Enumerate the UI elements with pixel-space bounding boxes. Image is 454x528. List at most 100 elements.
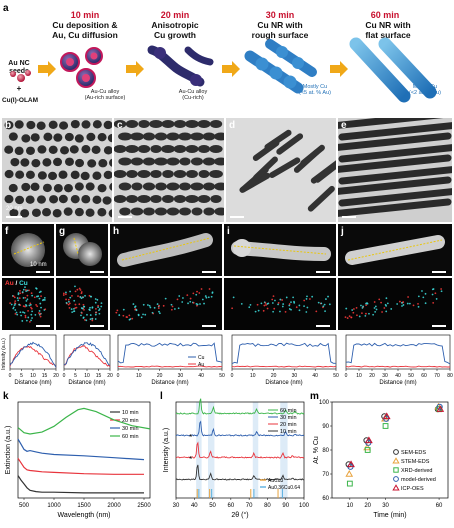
au-signal: [157, 307, 160, 310]
nanoparticle: [14, 120, 24, 129]
k-legend-label: 60 min: [122, 434, 139, 440]
nanorod: [269, 157, 301, 179]
profile-tick-label: 0: [117, 373, 120, 379]
reagent-label: Cu(I)-OLAM: [1, 97, 39, 104]
m-point: [345, 469, 354, 477]
cu-signal: [260, 302, 263, 305]
haadf-rod-i: [231, 239, 331, 261]
nanoparticle: [25, 146, 35, 155]
cu-signal: [345, 307, 348, 310]
cu-signal: [100, 305, 103, 308]
cu-signal: [385, 310, 388, 313]
nanorod: [338, 154, 452, 173]
k-series-line: [17, 438, 145, 461]
profile-tick-label: 10: [84, 373, 90, 379]
nanoparticle: [81, 195, 91, 204]
eds-legend: Au / Cu: [5, 280, 28, 287]
scale-bar-b: [6, 216, 22, 218]
m-xtick-label: 20: [364, 503, 371, 509]
cu-signal: [204, 295, 207, 297]
profile-tick-label: 20: [271, 373, 277, 379]
cu-signal: [362, 305, 364, 308]
k-frame: [17, 401, 151, 499]
cu-signal: [24, 286, 26, 289]
au-signal: [273, 307, 276, 310]
cu-signal: [17, 299, 20, 302]
au-signal: [29, 302, 32, 305]
cu-signal: [408, 302, 411, 305]
au-signal: [88, 294, 91, 297]
au-signal: [365, 312, 367, 315]
cu-signal: [39, 290, 42, 293]
cu-signal: [15, 311, 18, 314]
cu-signal: [35, 287, 38, 290]
au-signal: [30, 292, 33, 295]
synthesis-schematic: [10, 37, 437, 103]
cu-signal: [25, 304, 28, 307]
nanorod: [338, 144, 452, 163]
nanoparticle: [8, 132, 18, 141]
panel-l-letter: l: [160, 391, 163, 402]
cu-signal: [94, 301, 97, 304]
k-xtick-label: 1000: [47, 503, 61, 509]
au-signal: [432, 301, 435, 304]
au-signal: [264, 302, 267, 304]
k-series-line: [17, 457, 144, 475]
au-signal: [74, 303, 77, 306]
au-signal: [200, 288, 203, 290]
rough-bump: [269, 66, 283, 80]
au-signal: [95, 311, 97, 314]
au-signal: [14, 300, 17, 303]
profile-tick-label: 80: [447, 373, 453, 379]
nanoparticle: [42, 183, 52, 193]
seed-label: Au NC seeds: [8, 60, 30, 75]
nanoparticle: [126, 170, 138, 178]
au-signal: [62, 292, 65, 295]
nanorod: [307, 185, 335, 212]
scale-bar-e: [342, 216, 356, 218]
cu-signal: [292, 296, 295, 299]
au-signal: [116, 309, 119, 312]
cu-signal: [178, 295, 181, 297]
au-signal: [38, 312, 40, 314]
cu-signal: [96, 298, 99, 301]
cu-signal: [279, 310, 281, 313]
profile-tick-label: 10: [136, 373, 142, 379]
cu-signal: [128, 318, 131, 321]
cu-signal: [89, 318, 92, 321]
cu-signal: [422, 296, 425, 299]
au-signal: [84, 319, 86, 321]
cu-signal: [324, 310, 326, 313]
au-signal: [266, 307, 269, 310]
cu-signal: [137, 314, 140, 317]
nanoparticle: [203, 182, 215, 191]
profile-tick-label: 0: [345, 373, 348, 379]
m-legend-label: STEM-EDS: [401, 459, 430, 465]
cu-signal: [156, 303, 159, 305]
profile-tick-label: 60: [421, 373, 427, 379]
au-signal: [281, 299, 284, 301]
nanoparticle: [97, 208, 107, 217]
nanorod: [338, 122, 452, 141]
cu-signal: [158, 310, 160, 313]
profile-xlabel: Distance (nm): [14, 380, 51, 386]
au-signal: [277, 302, 280, 304]
nanoparticle: [150, 145, 162, 153]
au-signal: [64, 293, 67, 296]
cu-signal: [435, 298, 438, 300]
cu-signal: [158, 312, 161, 315]
nanoparticle: [21, 182, 31, 192]
au-signal: [162, 304, 165, 307]
nanoparticle: [173, 145, 187, 153]
scale-bar-map-f: [36, 325, 50, 327]
au-profile-line: [345, 365, 450, 368]
arrow-right-icon: [222, 61, 240, 77]
cu-profile-line: [231, 342, 336, 365]
au-signal: [115, 311, 118, 314]
cu-signal: [82, 296, 84, 299]
cu-signal: [94, 298, 97, 300]
k-xtick-label: 1500: [77, 503, 91, 509]
cu-signal: [189, 300, 192, 303]
l-xtick-label: 100: [299, 503, 310, 509]
nanoparticle: [70, 119, 80, 129]
